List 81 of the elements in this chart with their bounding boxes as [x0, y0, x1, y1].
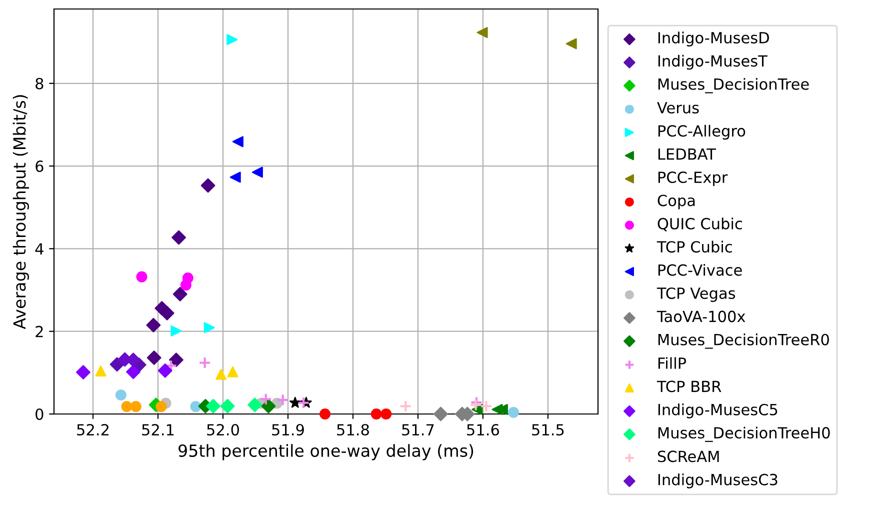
point — [158, 363, 172, 378]
point — [146, 350, 162, 366]
point — [172, 230, 186, 245]
point — [380, 408, 392, 420]
point — [204, 322, 215, 334]
x-tick-label: 52.2 — [77, 424, 108, 436]
y-axis-title: Average throughput (Mbit/s) — [12, 95, 29, 330]
point — [126, 364, 140, 380]
point — [168, 352, 184, 368]
point — [136, 271, 148, 282]
x-tick-label: 52.1 — [142, 424, 174, 436]
point — [508, 406, 520, 418]
legend-label: QUIC Cubic — [658, 218, 742, 232]
y-tick-label: 2 — [36, 326, 43, 338]
point — [297, 396, 310, 410]
legend-label: TCP Cubic — [656, 240, 732, 253]
legend-label: Indigo-MusesD — [658, 32, 769, 46]
x-tick-label: 52.0 — [207, 424, 239, 436]
point — [200, 178, 216, 193]
point — [232, 136, 244, 148]
point — [220, 398, 235, 414]
legend-label: FillP — [658, 357, 686, 369]
x-tick-label: 51.9 — [272, 424, 304, 436]
point — [170, 325, 182, 336]
point — [156, 401, 167, 412]
point — [480, 400, 492, 412]
legend-label: PCC-Allegro — [658, 124, 746, 140]
point — [230, 172, 241, 183]
point — [76, 365, 90, 380]
y-tick-label: 6 — [36, 160, 44, 172]
point — [252, 166, 263, 178]
legend-label: Muses_DecisionTreeH0 — [658, 426, 830, 442]
legend-label: PCC-Vivace — [658, 264, 742, 276]
legend-label: TaoVA-100x — [656, 310, 746, 322]
x-tick-label: 51.7 — [402, 424, 434, 436]
legend-label: TCP BBR — [656, 380, 722, 392]
x-tick-label: 51.6 — [467, 424, 500, 436]
point — [160, 306, 174, 320]
point — [227, 366, 238, 378]
legend-label: SCReAM — [658, 450, 719, 462]
legend-label: LEDBAT — [658, 148, 716, 160]
point — [216, 368, 227, 380]
point — [198, 356, 212, 369]
legend-label: Indigo-MusesT — [658, 54, 768, 70]
legend-label: Verus — [657, 102, 699, 114]
point — [476, 27, 488, 38]
point — [261, 398, 276, 414]
x-tick-label: 51.5 — [532, 424, 564, 436]
point — [172, 286, 188, 302]
legend-label: TCP Vegas — [656, 287, 736, 302]
point — [130, 401, 142, 412]
y-tick-label: 8 — [36, 78, 44, 90]
point — [470, 396, 483, 409]
point — [226, 34, 238, 46]
point — [289, 396, 301, 408]
point — [146, 318, 161, 332]
point — [566, 38, 577, 50]
point — [370, 408, 382, 420]
point — [276, 394, 290, 406]
point — [320, 408, 331, 420]
point — [190, 401, 202, 412]
point — [95, 366, 106, 377]
point — [470, 398, 482, 412]
legend-label: Indigo-MusesC3 — [658, 474, 778, 488]
point — [260, 392, 272, 406]
x-tick-label: 51.8 — [337, 424, 369, 436]
legend-label: Muses_DecisionTreeR0 — [658, 334, 829, 349]
point — [248, 398, 262, 412]
y-tick-label: 4 — [35, 243, 44, 254]
point — [180, 280, 192, 291]
legend-label: Indigo-MusesC5 — [658, 404, 778, 418]
point — [121, 401, 132, 412]
y-tick-label: 0 — [36, 408, 44, 420]
point — [206, 398, 220, 414]
legend-label: Copa — [658, 194, 695, 210]
point — [115, 389, 126, 400]
point — [399, 400, 412, 412]
point — [434, 406, 448, 422]
x-axis-title: 95th percentile one-way delay (ms) — [178, 444, 474, 460]
legend-label: PCC-Expr — [658, 172, 728, 186]
legend-label: Muses_DecisionTree — [658, 78, 809, 94]
